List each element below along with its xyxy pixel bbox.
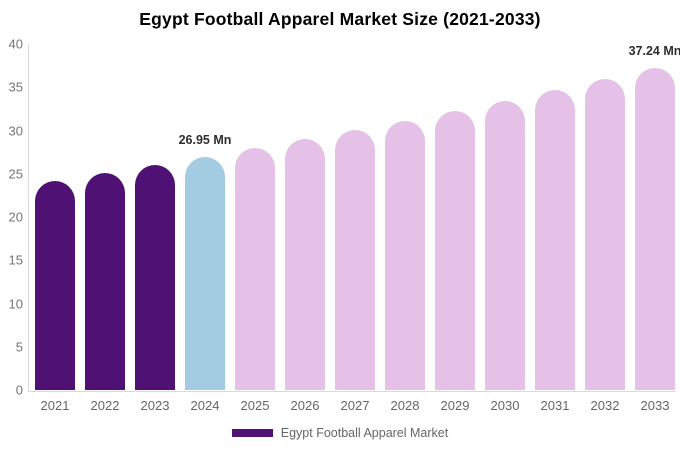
y-tick-label: 5 — [15, 339, 23, 355]
y-tick-label: 20 — [8, 209, 23, 225]
bar-2024 — [185, 156, 225, 390]
data-label-2024: 26.95 Mn — [178, 132, 232, 147]
bar-2031 — [535, 90, 575, 390]
bar-2023 — [135, 165, 175, 390]
x-axis-label-2023: 2023 — [140, 398, 170, 413]
x-axis-line — [28, 391, 676, 392]
x-axis-label-2029: 2029 — [440, 398, 470, 413]
bar-2030 — [485, 100, 525, 390]
x-axis-label-2024: 2024 — [190, 398, 220, 413]
x-axis-label-2033: 2033 — [640, 398, 670, 413]
bar-2022 — [85, 173, 125, 390]
y-tick-label: 15 — [8, 252, 23, 268]
chart-title: Egypt Football Apparel Market Size (2021… — [139, 9, 541, 29]
bar-2028 — [385, 120, 425, 390]
y-axis-line — [28, 44, 29, 391]
x-axis-label-2032: 2032 — [590, 398, 620, 413]
x-axis-label-2021: 2021 — [40, 398, 70, 413]
x-axis-label-2026: 2026 — [290, 398, 320, 413]
bar-2029 — [435, 110, 475, 390]
x-axis-label-2030: 2030 — [490, 398, 520, 413]
bar-2027 — [335, 130, 375, 390]
x-axis-label-2025: 2025 — [240, 398, 270, 413]
x-axis-label-2022: 2022 — [90, 398, 120, 413]
y-tick-label: 40 — [8, 36, 23, 52]
x-axis-label-2031: 2031 — [540, 398, 570, 413]
bar-2032 — [585, 79, 625, 390]
y-tick-label: 35 — [8, 79, 23, 95]
legend-label[interactable]: Egypt Football Apparel Market — [280, 426, 449, 440]
y-tick-label: 10 — [8, 296, 23, 311]
bar-2025 — [235, 148, 275, 390]
y-tick-label: 25 — [8, 166, 23, 182]
x-axis-label-2028: 2028 — [390, 398, 420, 413]
y-tick-label: 0 — [15, 382, 23, 398]
legend-swatch[interactable] — [231, 429, 273, 437]
x-axis-label-2027: 2027 — [340, 398, 370, 413]
bar-2033 — [635, 67, 675, 390]
bar-2026 — [285, 139, 325, 390]
data-label-2033: 37.24 Mn — [628, 43, 680, 58]
legend: Egypt Football Apparel Market — [0, 426, 680, 440]
y-tick-label: 30 — [8, 123, 23, 138]
bar-2021 — [35, 180, 75, 390]
